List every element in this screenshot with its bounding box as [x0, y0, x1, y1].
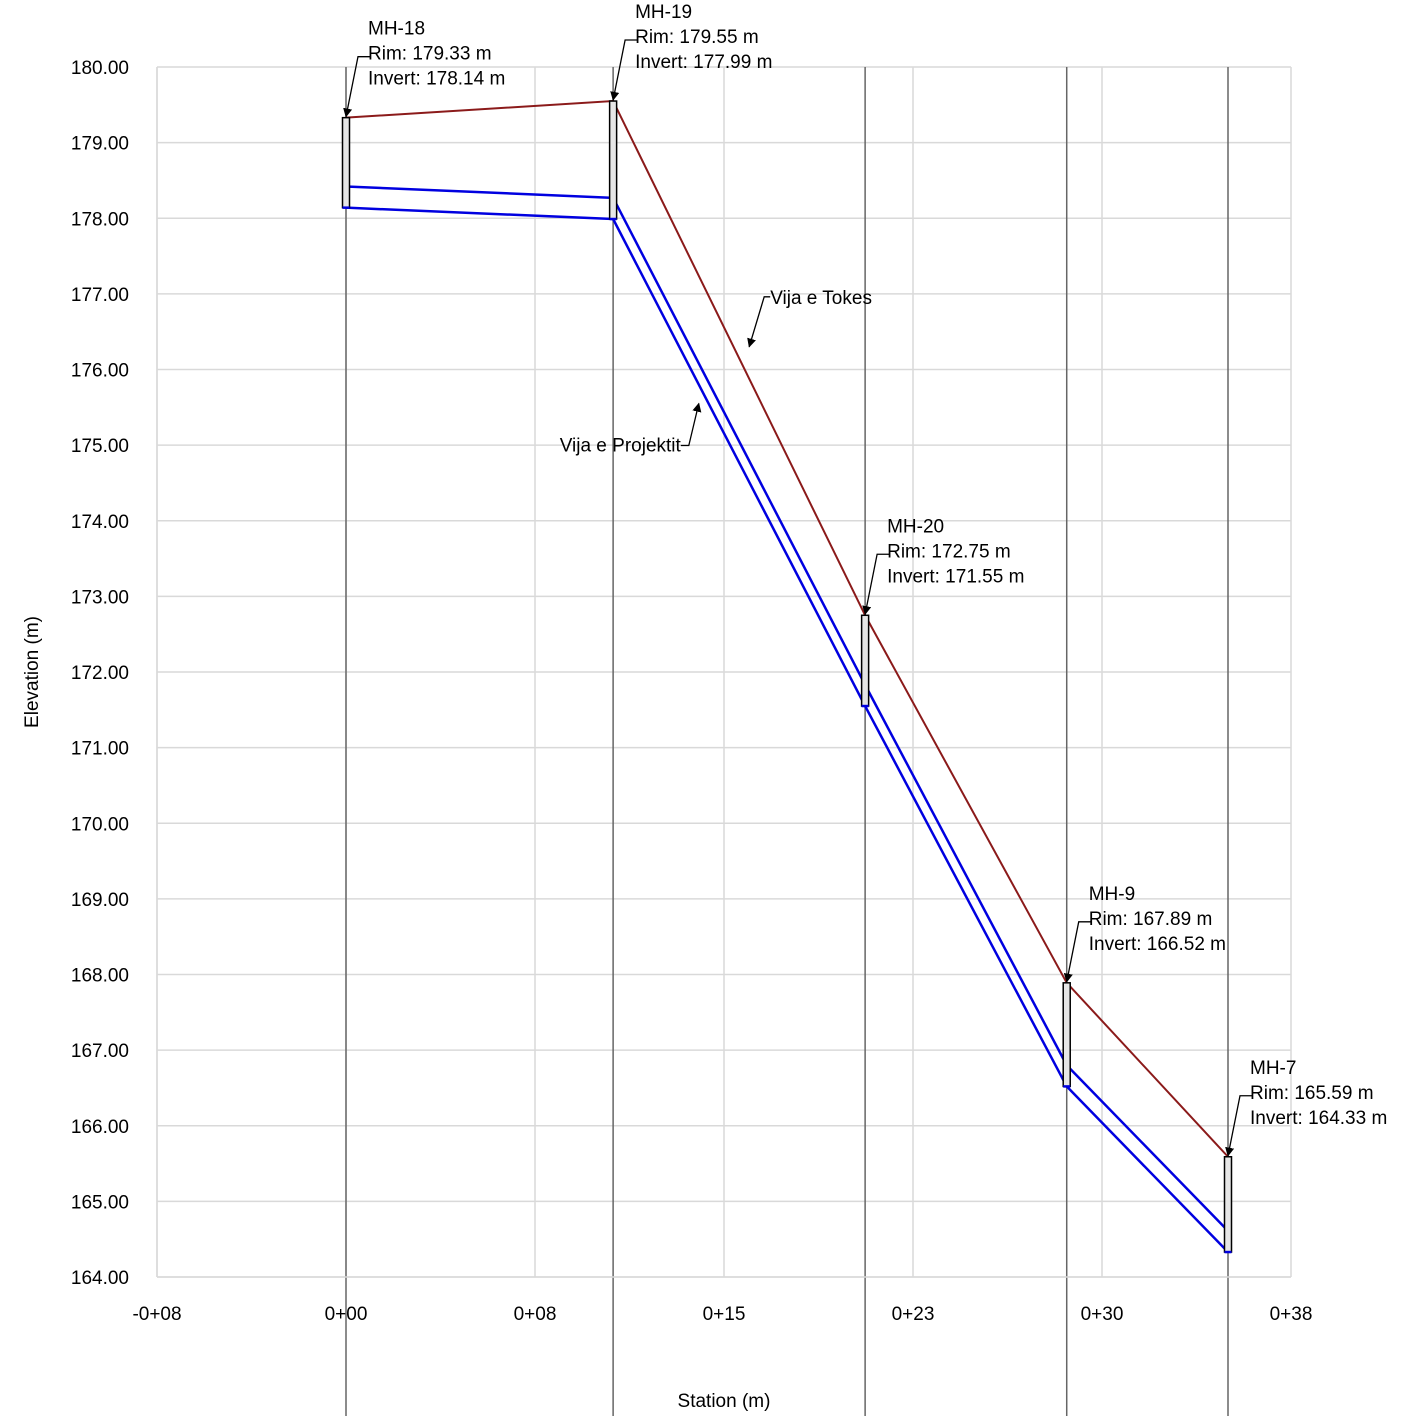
- manhole-structure: [608, 100, 618, 220]
- pipe-crown-segment: [612, 197, 867, 686]
- manhole-invert-label: Invert: 178.14 m: [368, 69, 505, 90]
- pipe-invert-segment: [1065, 1085, 1229, 1253]
- manhole-name: MH-9: [1089, 884, 1135, 905]
- y-tick-label: 173.00: [71, 587, 129, 608]
- manhole-leader-arrow: [1063, 921, 1091, 983]
- y-axis-title: Elevation (m): [22, 616, 43, 728]
- manhole-rim-label: Rim: 179.33 m: [368, 44, 492, 65]
- x-tick-label: 0+23: [892, 1304, 935, 1325]
- x-axis-title: Station (m): [678, 1391, 771, 1412]
- y-tick-label: 178.00: [71, 209, 129, 230]
- x-axis-ticks: -0+08 0+00 0+08 0+15 0+23 0+30 0+38: [132, 1304, 1312, 1325]
- manhole-station-lines: [345, 67, 1229, 1416]
- y-tick-label: 177.00: [71, 285, 129, 306]
- manhole-rim-label: Rim: 179.55 m: [635, 27, 759, 48]
- manhole-invert-label: Invert: 164.33 m: [1250, 1108, 1387, 1129]
- manhole-name: MH-18: [368, 19, 425, 40]
- grid: [156, 66, 1292, 1278]
- x-tick-label: 0+08: [514, 1304, 557, 1325]
- design-line-label: Vija e Projektit: [560, 436, 682, 457]
- manhole-rim-label: Rim: 165.59 m: [1250, 1083, 1374, 1104]
- manhole-labels: MH-18 Rim: 179.33 m Invert: 178.14 m MH-19 R…: [343, 2, 1387, 1157]
- y-axis-ticks: 180.00 179.00 178.00 177.00 176.00 175.00 174.…: [71, 58, 129, 1289]
- manhole-label: MH-20 Rim: 172.75 m Invert: 171.55 m: [862, 516, 1024, 616]
- y-tick-label: 179.00: [71, 134, 129, 155]
- y-tick-label: 170.00: [71, 814, 129, 835]
- ground-polyline: [345, 99, 1229, 1158]
- ground-line-leader-arrow: [747, 296, 771, 348]
- manhole-leader-arrow: [610, 39, 638, 101]
- manhole-structure: [1062, 982, 1071, 1088]
- manhole-name: MH-7: [1250, 1058, 1296, 1079]
- x-tick-label: 0+30: [1081, 1304, 1124, 1325]
- manhole-label: MH-19 Rim: 179.55 m Invert: 177.99 m: [610, 2, 772, 101]
- pipe-crown-segment: [864, 684, 1068, 1066]
- manhole-structure: [1223, 1156, 1233, 1253]
- manhole-invert-label: Invert: 166.52 m: [1089, 934, 1226, 955]
- y-tick-label: 174.00: [71, 512, 129, 533]
- y-tick-label: 168.00: [71, 966, 129, 987]
- manhole-rim-label: Rim: 172.75 m: [887, 541, 1011, 562]
- x-tick-label: -0+08: [132, 1304, 181, 1325]
- manhole-name: MH-20: [887, 516, 944, 537]
- pipe-profile: [345, 185, 1229, 1253]
- manhole-invert-label: Invert: 171.55 m: [887, 566, 1024, 587]
- ground-line-label: Vija e Tokes: [770, 288, 872, 309]
- design-line-leader-arrow: [680, 402, 702, 447]
- manhole-label: MH-7 Rim: 165.59 m Invert: 164.33 m: [1225, 1058, 1387, 1157]
- pipe-crown-segment: [1065, 1064, 1229, 1232]
- manholes: [341, 100, 1233, 1254]
- design-line-annotation: Vija e Projektit: [560, 402, 702, 457]
- y-tick-label: 172.00: [71, 663, 129, 684]
- plot-frame: [156, 67, 1291, 1278]
- manhole-leader-arrow: [1225, 1095, 1252, 1157]
- manhole-structure: [341, 116, 351, 209]
- x-tick-label: 0+00: [325, 1304, 368, 1325]
- ground-line: [345, 99, 1229, 1158]
- y-tick-label: 164.00: [71, 1268, 129, 1289]
- manhole-label: MH-9 Rim: 167.89 m Invert: 166.52 m: [1063, 884, 1226, 983]
- manhole-name: MH-19: [635, 2, 692, 23]
- manhole-invert-label: Invert: 177.99 m: [635, 52, 772, 73]
- y-tick-label: 175.00: [71, 436, 129, 457]
- ground-line-annotation: Vija e Tokes: [747, 288, 872, 348]
- manhole-rim-label: Rim: 167.89 m: [1089, 909, 1213, 930]
- manhole-label: MH-18 Rim: 179.33 m Invert: 178.14 m: [343, 19, 505, 118]
- y-tick-label: 167.00: [71, 1041, 129, 1062]
- pipe-invert-segment: [345, 206, 614, 221]
- manhole-leader-arrow: [343, 56, 370, 118]
- x-tick-label: 0+15: [703, 1304, 746, 1325]
- pipe-crown-segment: [345, 185, 614, 200]
- y-tick-label: 165.00: [71, 1192, 129, 1213]
- pipe-invert-segment: [612, 218, 867, 707]
- y-tick-label: 166.00: [71, 1117, 129, 1138]
- y-tick-label: 176.00: [71, 361, 129, 382]
- manhole-structure: [860, 614, 870, 707]
- y-tick-label: 171.00: [71, 739, 129, 760]
- manhole-leader-arrow: [862, 553, 890, 616]
- pipe-invert-segment: [864, 705, 1068, 1088]
- x-tick-label: 0+38: [1270, 1304, 1313, 1325]
- line-annotations: Vija e Tokes Vija e Projektit: [560, 288, 872, 457]
- y-tick-label: 169.00: [71, 890, 129, 911]
- y-tick-label: 180.00: [71, 58, 129, 79]
